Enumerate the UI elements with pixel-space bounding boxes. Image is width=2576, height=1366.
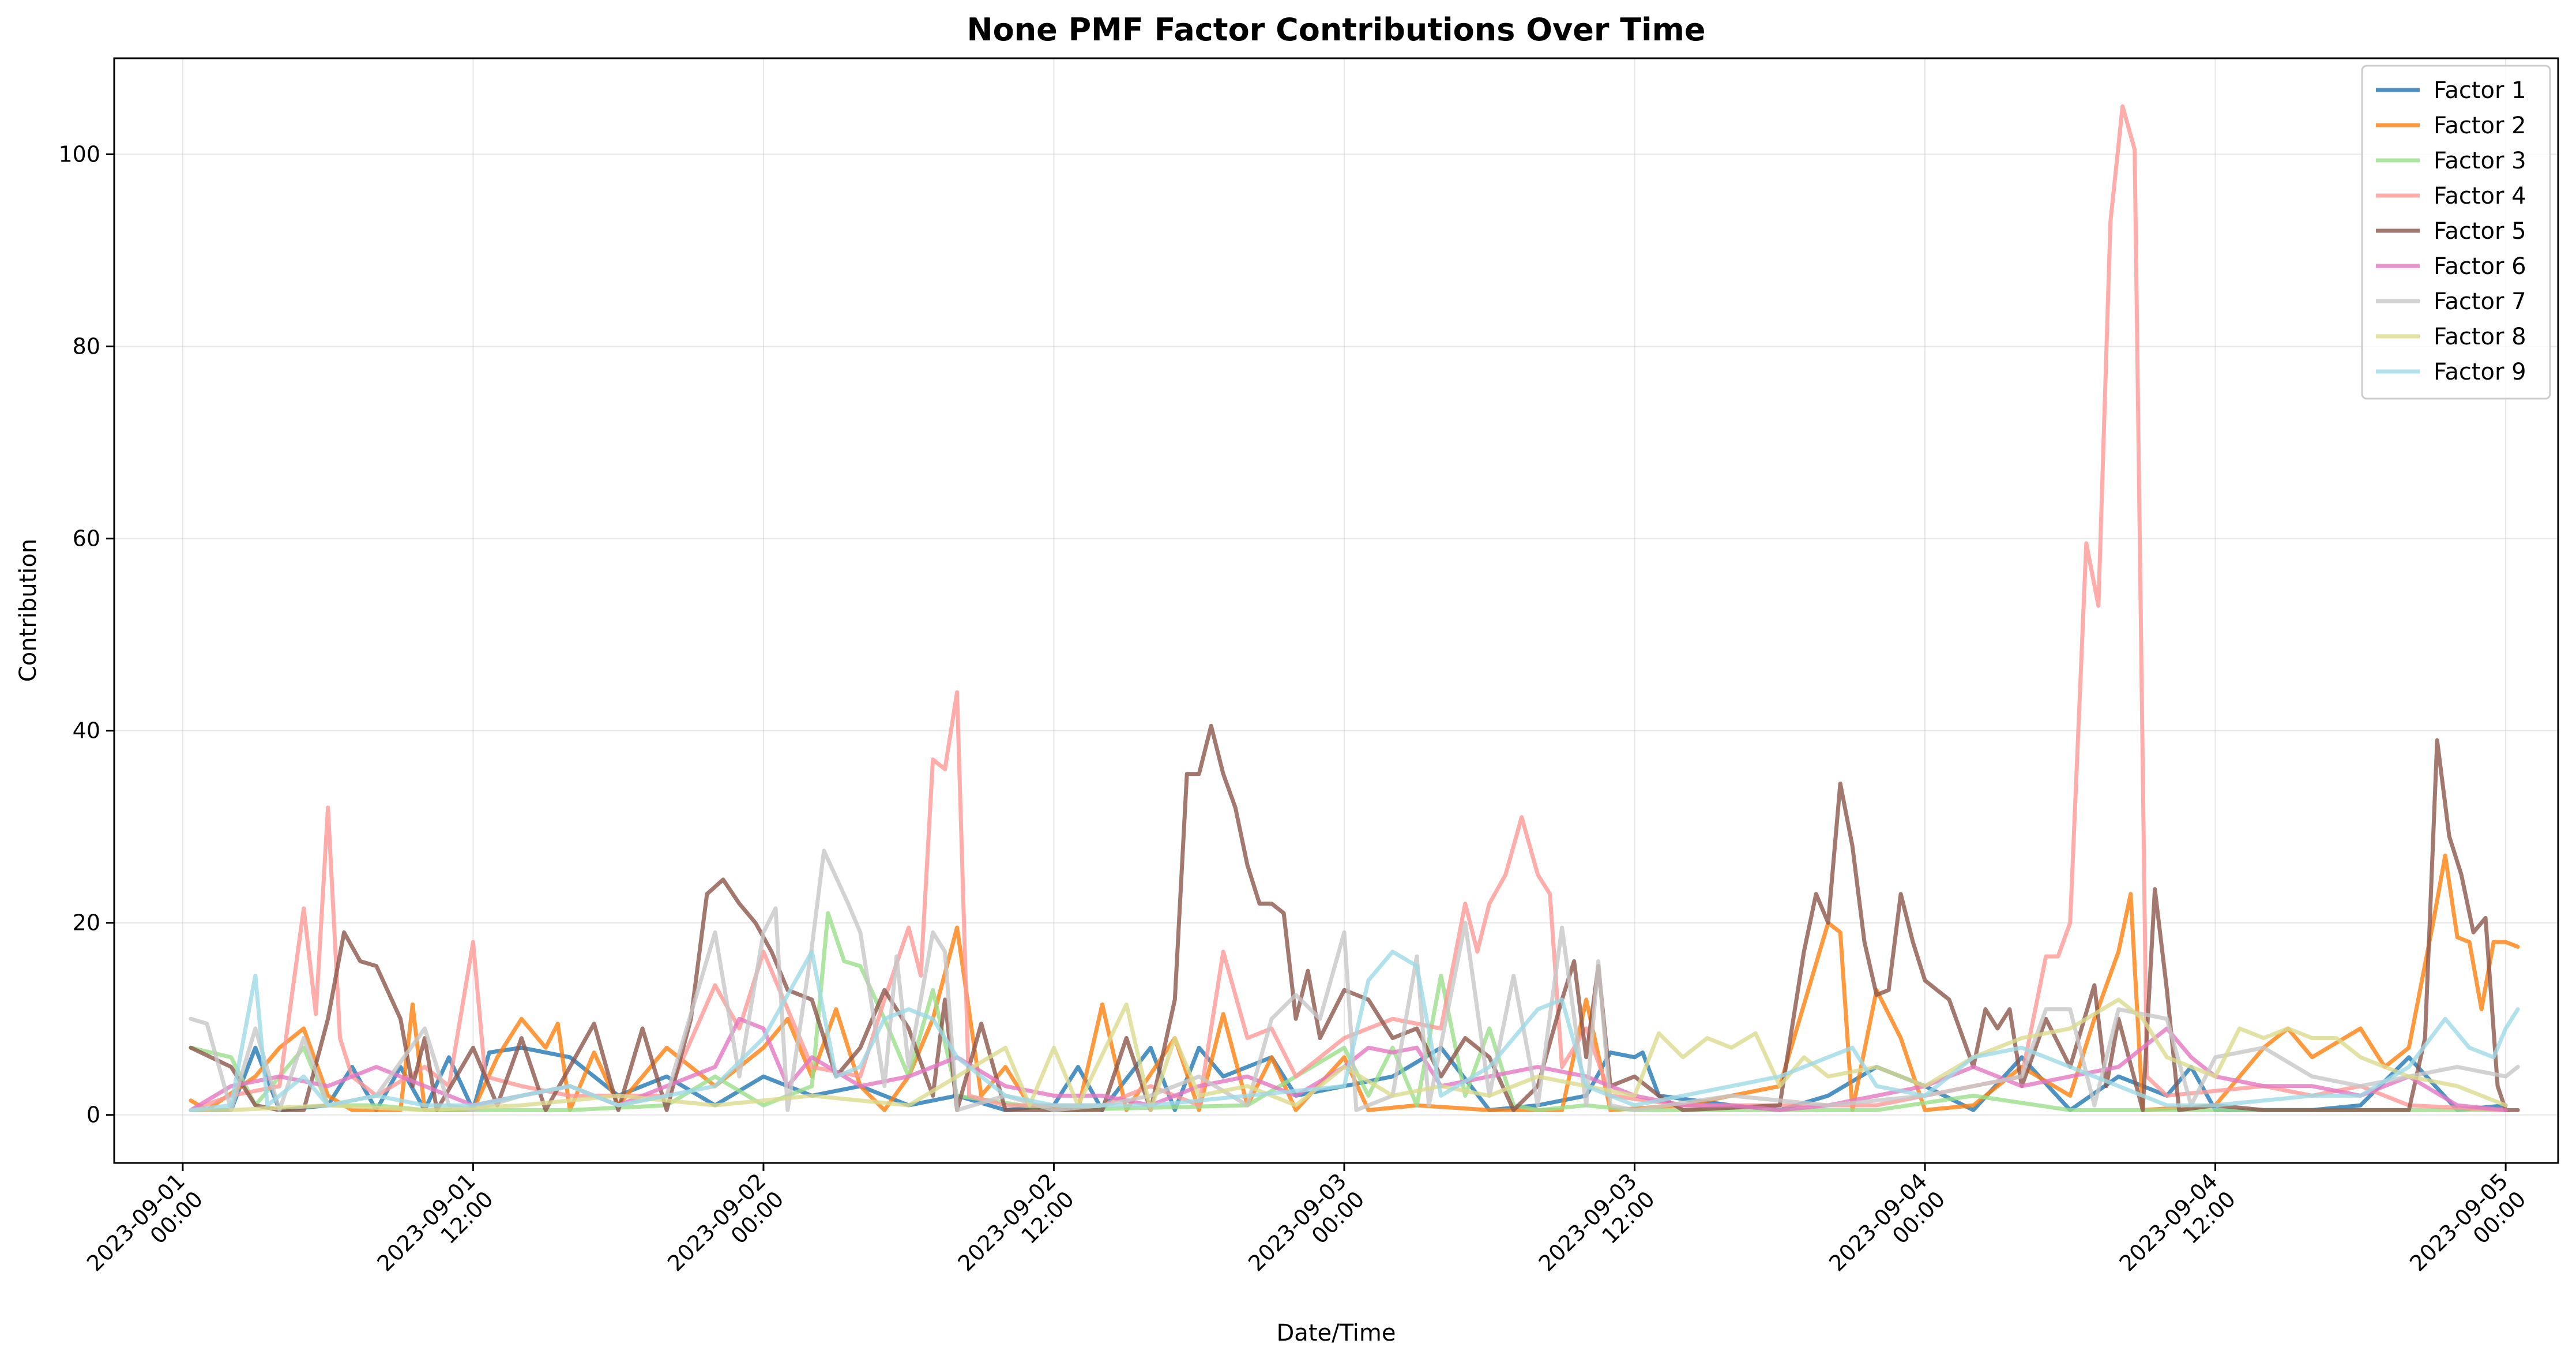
y-tick-label: 100 xyxy=(58,142,100,167)
y-tick-label: 20 xyxy=(73,910,100,936)
series-line-factor-8 xyxy=(189,997,2508,1112)
series-line-factor-4 xyxy=(189,104,2508,1112)
y-tick-label: 0 xyxy=(87,1102,100,1128)
x-tick-label: 2023-09-0100:00 xyxy=(82,1168,208,1294)
x-tick-label: 2023-09-0112:00 xyxy=(373,1168,498,1294)
x-tick-label: 2023-09-0300:00 xyxy=(1243,1168,1369,1294)
legend-label-factor-6: Factor 6 xyxy=(2434,253,2526,280)
series-group xyxy=(189,104,2520,1112)
x-tick-label: 2023-09-0312:00 xyxy=(1534,1168,1660,1294)
chart-title: None PMF Factor Contributions Over Time xyxy=(967,12,1705,48)
x-tick-label: 2023-09-0212:00 xyxy=(953,1168,1079,1294)
legend-label-factor-5: Factor 5 xyxy=(2434,218,2526,245)
y-tick-label: 40 xyxy=(73,718,100,744)
x-tick-label: 2023-09-0200:00 xyxy=(663,1168,788,1294)
grid xyxy=(114,58,2558,1163)
plot-area-frame xyxy=(113,57,2559,1164)
y-tick-label: 80 xyxy=(73,334,100,359)
y-tick-label: 60 xyxy=(73,526,100,551)
legend-label-factor-3: Factor 3 xyxy=(2434,148,2526,174)
legend-label-factor-7: Factor 7 xyxy=(2434,288,2526,315)
series-line-factor-5 xyxy=(189,723,2520,1112)
legend-frame xyxy=(2361,65,2551,400)
legend-label-factor-1: Factor 1 xyxy=(2434,77,2526,104)
x-tick-label: 2023-09-0412:00 xyxy=(2115,1168,2240,1294)
legend-label-factor-9: Factor 9 xyxy=(2434,359,2526,385)
legend: Factor 1 Factor 2 Factor 3 Factor 4 Factor 5… xyxy=(2361,65,2551,400)
x-tick-label: 2023-09-0500:00 xyxy=(2405,1168,2530,1294)
x-tick-label: 2023-09-0400:00 xyxy=(1824,1168,1950,1294)
series-line-factor-9 xyxy=(189,950,2520,1112)
y-axis: 0 20 40 60 80 100 xyxy=(58,142,114,1128)
legend-label-factor-8: Factor 8 xyxy=(2434,324,2526,350)
legend-label-factor-2: Factor 2 xyxy=(2434,112,2526,139)
x-axis: 2023-09-0100:00 2023-09-0112:00 2023-09-02… xyxy=(82,1163,2531,1294)
x-axis-label: Date/Time xyxy=(1277,1320,1396,1346)
y-axis-label: Contribution xyxy=(15,539,42,682)
legend-label-factor-4: Factor 4 xyxy=(2434,183,2526,209)
